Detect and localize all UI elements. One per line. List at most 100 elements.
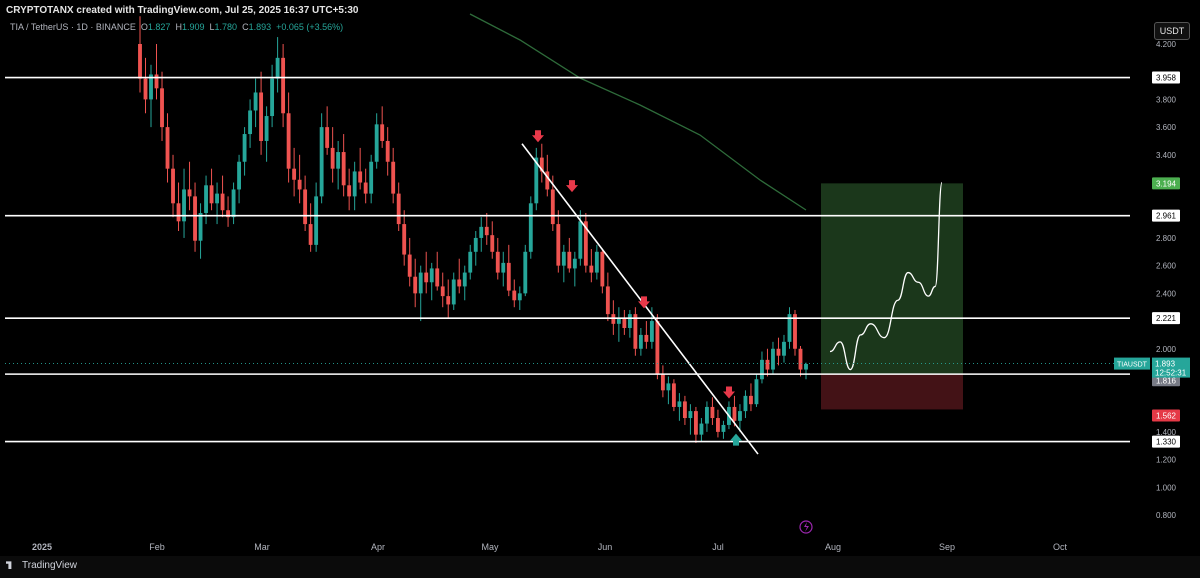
candle-body bbox=[336, 152, 341, 169]
x-axis-label: Jun bbox=[598, 542, 613, 552]
projection-path[interactable] bbox=[829, 181, 943, 371]
stop-zone[interactable] bbox=[821, 374, 963, 410]
tradingview-icon bbox=[6, 561, 12, 570]
candle-body bbox=[539, 157, 544, 172]
candle-body bbox=[457, 279, 462, 287]
candle-body bbox=[248, 110, 253, 135]
candle-body bbox=[402, 224, 407, 255]
candle-body bbox=[771, 348, 775, 370]
candle-body bbox=[644, 334, 649, 342]
candle-body bbox=[583, 221, 588, 266]
candle-body bbox=[363, 182, 368, 194]
lightning-bolt bbox=[804, 522, 809, 532]
candle-body bbox=[490, 235, 495, 252]
high-value: 1.909 bbox=[181, 22, 205, 32]
candle-body bbox=[187, 189, 192, 197]
price-label: 3.194 bbox=[1156, 179, 1177, 188]
trend-line[interactable] bbox=[521, 143, 759, 455]
candle-body bbox=[743, 395, 748, 412]
candle-body bbox=[385, 140, 390, 162]
candle-body bbox=[660, 373, 665, 391]
tradingview-brand: TradingView bbox=[22, 560, 78, 571]
candle-body bbox=[231, 189, 236, 218]
candle-body bbox=[501, 262, 506, 273]
candle-body bbox=[517, 293, 522, 301]
price-label-box bbox=[1152, 312, 1180, 325]
lightning-icon[interactable] bbox=[799, 520, 813, 534]
candle-body bbox=[534, 157, 539, 204]
candle-body bbox=[429, 268, 434, 283]
candle-body bbox=[325, 127, 330, 148]
candle-body bbox=[732, 406, 737, 421]
candle-body bbox=[303, 189, 308, 225]
candle-body bbox=[319, 127, 324, 197]
candle-body bbox=[468, 251, 473, 273]
candle-body bbox=[242, 134, 247, 162]
symbol-name[interactable]: TIA / TetherUS · 1D · BINANCE bbox=[10, 22, 136, 32]
y-tick-label: 2.600 bbox=[1156, 262, 1177, 271]
candle-body bbox=[281, 57, 286, 114]
candle-body bbox=[253, 92, 258, 111]
candle-body bbox=[611, 314, 616, 324]
x-axis-label: Apr bbox=[371, 542, 385, 552]
candle-body bbox=[446, 296, 451, 305]
candle-body bbox=[369, 161, 374, 194]
currency-button[interactable]: USDT bbox=[1154, 22, 1190, 40]
candle-body bbox=[182, 189, 186, 222]
candle-body bbox=[193, 196, 197, 241]
candle-body bbox=[572, 258, 577, 269]
x-axis-label: Aug bbox=[825, 542, 841, 552]
price-label: 1.816 bbox=[1156, 376, 1177, 385]
y-tick-label: 1.400 bbox=[1156, 428, 1177, 437]
candle-body bbox=[259, 92, 264, 141]
candle-body bbox=[314, 196, 319, 245]
y-tick-label: 2.000 bbox=[1156, 345, 1177, 354]
candle-body bbox=[561, 251, 566, 266]
candle-body bbox=[237, 161, 242, 190]
candle-body bbox=[484, 226, 489, 236]
candle-body bbox=[776, 348, 781, 356]
candle-body bbox=[671, 383, 676, 407]
candle-body bbox=[358, 171, 363, 183]
candle-body bbox=[688, 411, 693, 419]
candle-body bbox=[754, 379, 759, 405]
candle-body bbox=[655, 321, 660, 374]
candle-body bbox=[622, 318, 627, 328]
candle-body bbox=[176, 203, 181, 222]
candle-body bbox=[793, 314, 797, 349]
x-axis-label: 2025 bbox=[32, 542, 52, 552]
candle-body bbox=[649, 321, 654, 342]
candle-body bbox=[138, 44, 142, 79]
price-label-box bbox=[1152, 71, 1180, 84]
candle-body bbox=[198, 213, 203, 241]
candle-body bbox=[209, 185, 214, 204]
price-label: 1.330 bbox=[1156, 438, 1177, 447]
candle-body bbox=[782, 341, 786, 356]
price-label: 3.958 bbox=[1156, 74, 1177, 83]
price-label-box bbox=[1152, 409, 1180, 422]
y-tick-label: 3.600 bbox=[1156, 123, 1177, 132]
price-label: 1.562 bbox=[1156, 411, 1177, 420]
price-label-box bbox=[1152, 435, 1180, 448]
low-value: 1.780 bbox=[214, 22, 238, 32]
candle-body bbox=[666, 383, 671, 391]
candle-body bbox=[616, 318, 621, 324]
symbol-tag-label: TIAUSDT bbox=[1117, 362, 1148, 369]
candle-body bbox=[451, 279, 456, 305]
candle-body bbox=[760, 359, 764, 380]
candle-body bbox=[693, 411, 698, 435]
y-tick-label: 4.200 bbox=[1156, 40, 1177, 49]
candle-body bbox=[292, 168, 297, 180]
candle-body bbox=[215, 193, 219, 204]
chart-credit: CRYPTOTANX created with TradingView.com,… bbox=[6, 5, 359, 16]
candle-body bbox=[226, 210, 230, 218]
candle-body bbox=[528, 203, 533, 252]
candle-body bbox=[578, 221, 583, 259]
candle-body bbox=[165, 127, 170, 169]
candle-body bbox=[710, 406, 715, 419]
symbol-legend[interactable]: TIA / TetherUS · 1D · BINANCE O1.827 H1.… bbox=[10, 22, 343, 32]
tradingview-logo[interactable]: TradingView bbox=[6, 560, 77, 571]
symbol-tag[interactable] bbox=[1114, 357, 1150, 370]
